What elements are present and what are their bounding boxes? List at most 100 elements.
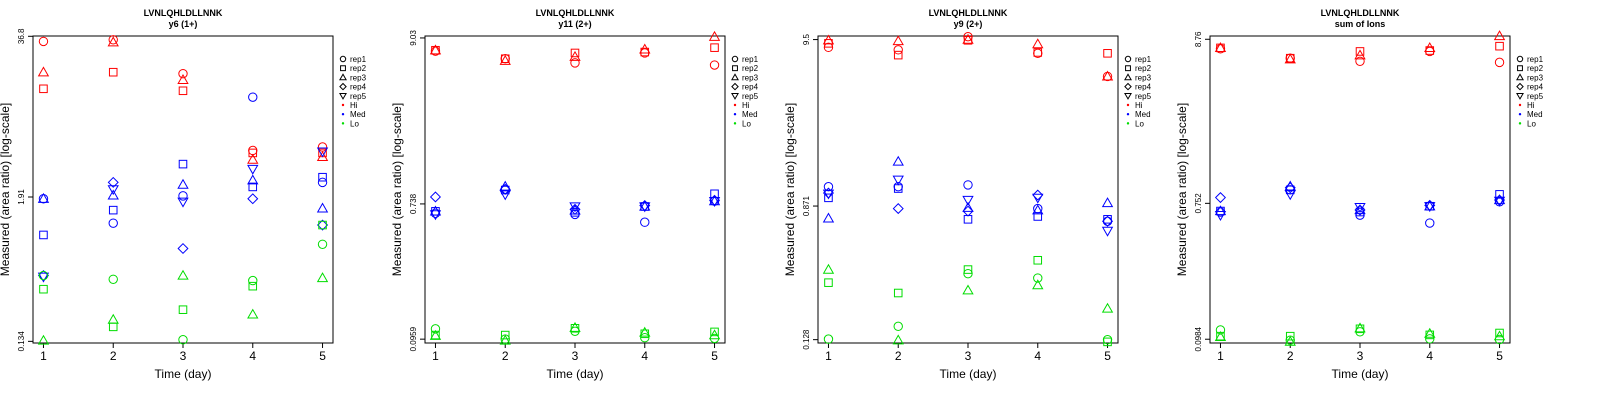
data-point-hi-rep3 bbox=[1493, 30, 1506, 41]
data-point-med-rep5 bbox=[316, 147, 329, 158]
data-point-hi-rep3 bbox=[37, 66, 50, 77]
y-axis-label: Measured (area ratio) [log-scale] bbox=[0, 103, 12, 276]
data-point-lo-rep3 bbox=[429, 329, 442, 340]
data-point-lo-rep2 bbox=[1103, 337, 1112, 347]
data-point-med-rep5 bbox=[708, 196, 721, 207]
x-tick-label: 4 bbox=[1426, 349, 1433, 363]
legend-label: rep1 bbox=[350, 55, 367, 64]
data-point-med-rep3 bbox=[499, 180, 511, 191]
data-point-med-rep5 bbox=[1032, 193, 1044, 204]
data-point-med-rep1 bbox=[640, 217, 650, 227]
legend-marker-rep3 bbox=[731, 73, 739, 81]
x-tick-label: 4 bbox=[249, 349, 256, 363]
x-tick-label: 4 bbox=[641, 349, 648, 363]
data-point-med-rep5 bbox=[962, 195, 974, 206]
data-point-med-rep4 bbox=[1032, 189, 1044, 201]
data-point-hi-rep2 bbox=[248, 148, 258, 158]
x-tick-label: 2 bbox=[502, 349, 509, 363]
data-point-med-rep5 bbox=[1424, 202, 1436, 213]
data-point-lo-rep3 bbox=[822, 263, 835, 274]
data-point-lo-rep2 bbox=[1495, 328, 1504, 338]
data-point-lo-rep3 bbox=[1424, 327, 1436, 338]
data-point-hi-rep1 bbox=[317, 142, 328, 152]
data-point-med-rep4 bbox=[1101, 215, 1114, 227]
legend-label: Lo bbox=[350, 119, 359, 128]
data-point-lo-rep2 bbox=[1355, 324, 1365, 334]
data-point-lo-rep1 bbox=[1033, 273, 1043, 283]
legend-label: rep4 bbox=[742, 83, 759, 92]
data-point-med-rep5 bbox=[1493, 196, 1506, 207]
data-point-med-rep5 bbox=[37, 272, 50, 283]
y-tick-label: 0.128 bbox=[802, 329, 811, 350]
data-point-hi-rep3 bbox=[892, 35, 904, 46]
legend-marker-rep5 bbox=[731, 92, 739, 100]
y-tick-label: 9.03 bbox=[409, 30, 418, 46]
data-point-hi-rep1 bbox=[248, 145, 258, 156]
data-point-med-rep3 bbox=[892, 155, 904, 166]
data-points bbox=[1214, 30, 1506, 346]
data-point-med-rep1 bbox=[823, 181, 834, 192]
data-point-lo-rep3 bbox=[1214, 330, 1227, 341]
data-point-med-rep4 bbox=[499, 183, 511, 195]
legend-label: rep2 bbox=[1135, 64, 1152, 73]
data-point-lo-rep2 bbox=[178, 305, 188, 314]
y-tick-label: 8.76 bbox=[1194, 31, 1203, 47]
data-point-med-rep3 bbox=[316, 202, 329, 213]
data-point-hi-rep1 bbox=[709, 60, 720, 70]
chart-title: LVNLQHLDLLNNK bbox=[929, 8, 1008, 18]
legend-marker-rep2 bbox=[732, 65, 738, 72]
x-tick-label: 3 bbox=[572, 349, 579, 363]
legend-label: Hi bbox=[1135, 101, 1143, 110]
legend-label: rep4 bbox=[350, 83, 367, 92]
data-point-med-rep5 bbox=[1101, 226, 1114, 237]
y-tick-label: 36.8 bbox=[17, 28, 26, 44]
data-point-med-rep5 bbox=[429, 210, 442, 221]
legend-label: rep5 bbox=[350, 92, 367, 101]
data-point-hi-rep3 bbox=[962, 33, 974, 44]
data-point-lo-rep1 bbox=[108, 274, 118, 284]
chart-title: LVNLQHLDLLNNK bbox=[536, 8, 615, 18]
legend-label: Med bbox=[1135, 110, 1151, 119]
chart-subtitle: y11 (2+) bbox=[558, 19, 591, 29]
x-axis-label: Time (day) bbox=[940, 367, 997, 381]
legend-marker-rep3 bbox=[1124, 73, 1132, 81]
legend-marker-rep4 bbox=[1516, 82, 1524, 91]
x-tick-label: 1 bbox=[432, 349, 439, 363]
legend-marker-lo bbox=[341, 122, 345, 125]
data-point-lo-rep3 bbox=[37, 334, 50, 345]
data-points bbox=[37, 35, 329, 345]
x-tick-label: 5 bbox=[1496, 349, 1503, 363]
data-point-lo-rep3 bbox=[1101, 302, 1114, 313]
data-point-hi-rep3 bbox=[708, 30, 721, 41]
legend-label: rep1 bbox=[742, 55, 759, 64]
plot-frame bbox=[424, 35, 726, 344]
y-axis-label: Measured (area ratio) [log-scale] bbox=[783, 103, 797, 276]
data-point-lo-rep2 bbox=[570, 324, 580, 333]
data-point-hi-rep3 bbox=[569, 50, 581, 61]
legend-marker-rep1 bbox=[339, 55, 347, 63]
data-point-hi-rep1 bbox=[178, 68, 188, 79]
data-point-hi-rep3 bbox=[316, 151, 329, 161]
data-point-hi-rep1 bbox=[1494, 57, 1505, 68]
data-point-hi-rep3 bbox=[107, 36, 119, 47]
legend-marker-rep2 bbox=[340, 65, 346, 72]
x-tick-label: 1 bbox=[825, 349, 832, 363]
legend-label: rep1 bbox=[1135, 55, 1152, 64]
legend-label: rep3 bbox=[1135, 73, 1152, 82]
legend-marker-med bbox=[733, 112, 737, 116]
data-point-hi-rep1 bbox=[38, 36, 49, 47]
data-point-med-rep5 bbox=[1284, 190, 1296, 201]
legend-marker-rep4 bbox=[339, 82, 347, 91]
x-tick-label: 1 bbox=[1217, 349, 1224, 363]
legend-label: Med bbox=[1527, 110, 1543, 119]
data-point-med-rep4 bbox=[1214, 192, 1227, 204]
legend-marker-rep2 bbox=[1517, 65, 1523, 72]
data-point-hi-rep2 bbox=[1103, 49, 1112, 58]
data-point-lo-rep2 bbox=[1033, 255, 1043, 265]
plot-frame bbox=[1209, 35, 1511, 344]
legend-label: Hi bbox=[1527, 101, 1535, 110]
data-point-med-rep4 bbox=[316, 219, 329, 231]
x-tick-label: 5 bbox=[319, 349, 326, 363]
